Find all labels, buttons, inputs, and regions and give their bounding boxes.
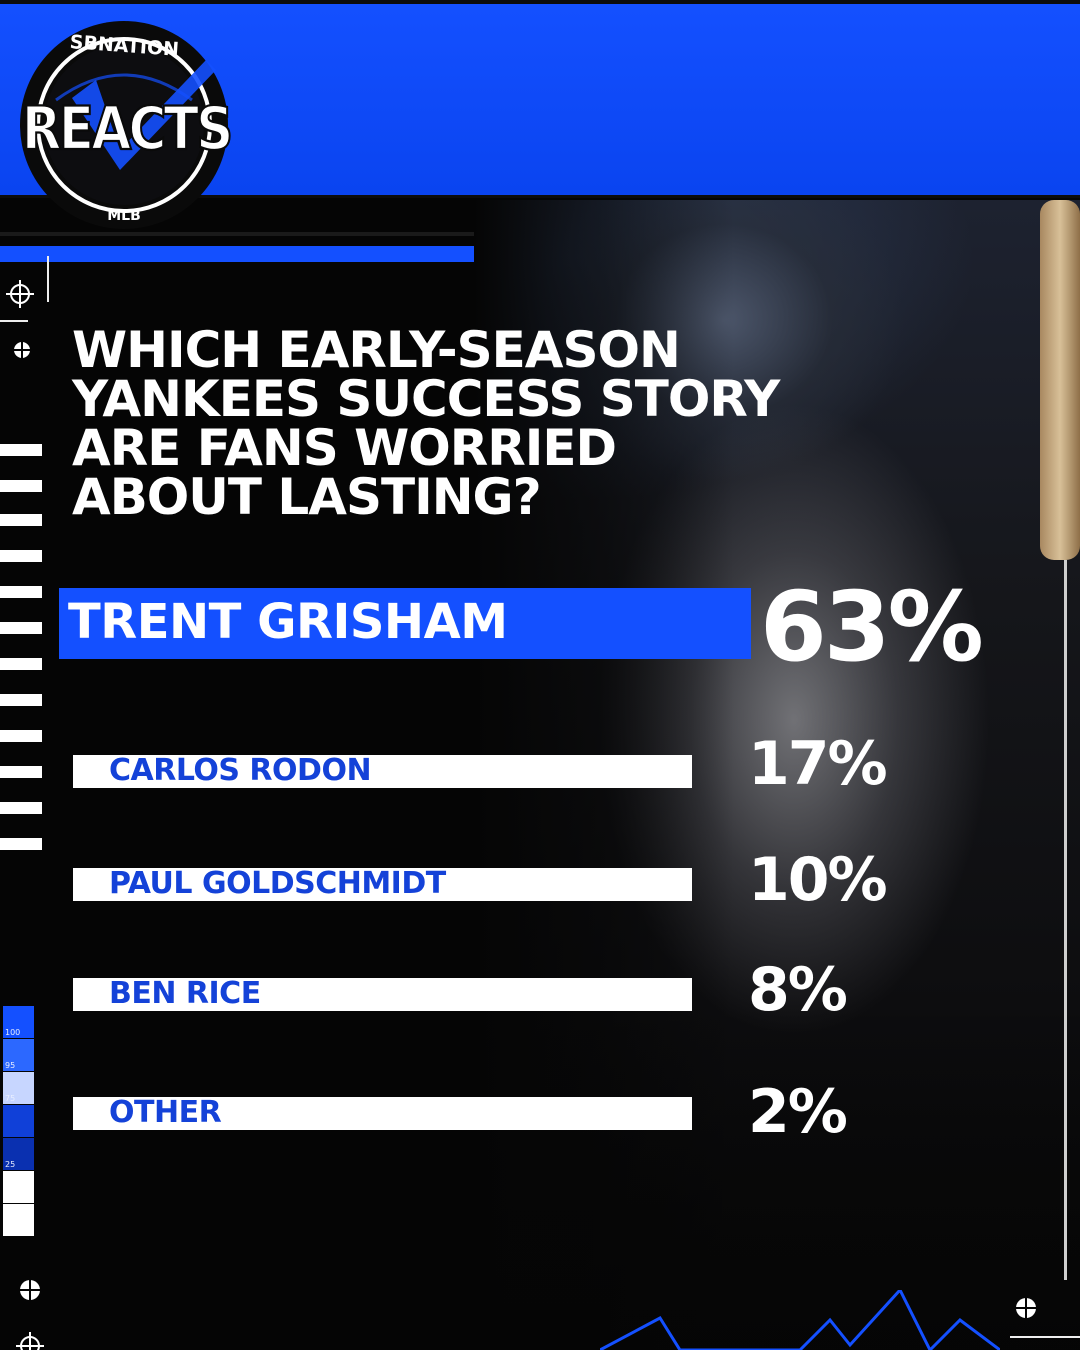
scale-label: 25	[5, 1160, 16, 1169]
question-line: ABOUT LASTING?	[72, 468, 542, 526]
scale-label: 75	[5, 1094, 16, 1103]
decorative-line	[0, 320, 28, 322]
tick-marks	[0, 440, 44, 860]
target-dot-icon	[1016, 1298, 1036, 1318]
logo-bottom-text: MLB	[107, 208, 141, 224]
winner-result-bar	[59, 588, 751, 659]
result-bar	[73, 1097, 692, 1130]
result-percent: 17%	[748, 729, 888, 799]
scale-label: 100	[5, 1028, 21, 1037]
question-line: ARE FANS WORRIED	[72, 419, 617, 477]
question-line: WHICH EARLY-SEASON	[72, 321, 681, 379]
result-percent: 10%	[748, 845, 888, 915]
result-label: OTHER	[109, 1095, 222, 1130]
color-scale-legend: 100 95 75 25	[3, 1006, 35, 1236]
crosshair-icon	[16, 1332, 44, 1350]
divider-line	[0, 232, 474, 236]
result-label: BEN RICE	[109, 976, 261, 1011]
photo-bottom-fade	[474, 1000, 1080, 1350]
sbnation-reacts-logo: SBNATION REACTS MLB	[20, 21, 232, 229]
result-label: PAUL GOLDSCHMIDT	[109, 866, 446, 901]
logo-main-text: REACTS	[22, 94, 231, 163]
bat-image	[1040, 200, 1080, 560]
result-percent: 2%	[748, 1077, 848, 1147]
target-dot-icon	[20, 1280, 40, 1300]
result-percent: 8%	[748, 955, 848, 1025]
poll-question: WHICH EARLY-SEASON YANKEES SUCCESS STORY…	[72, 321, 780, 526]
accent-stripe	[0, 242, 474, 262]
decorative-line	[1010, 1336, 1080, 1338]
decorative-line	[1064, 560, 1067, 1280]
scale-label: 95	[5, 1061, 16, 1070]
question-line: YANKEES SUCCESS STORY	[72, 370, 780, 428]
result-bar	[73, 978, 692, 1011]
result-percent-winner: 63%	[760, 571, 984, 683]
decorative-line	[47, 256, 49, 302]
result-label-winner: TRENT GRISHAM	[68, 594, 508, 650]
result-label: CARLOS RODON	[109, 753, 372, 788]
heartbeat-line-decoration	[600, 1290, 1000, 1350]
result-bar	[73, 868, 692, 901]
crosshair-icon	[6, 280, 34, 308]
result-bar	[73, 755, 692, 788]
target-dot-icon	[14, 342, 30, 358]
